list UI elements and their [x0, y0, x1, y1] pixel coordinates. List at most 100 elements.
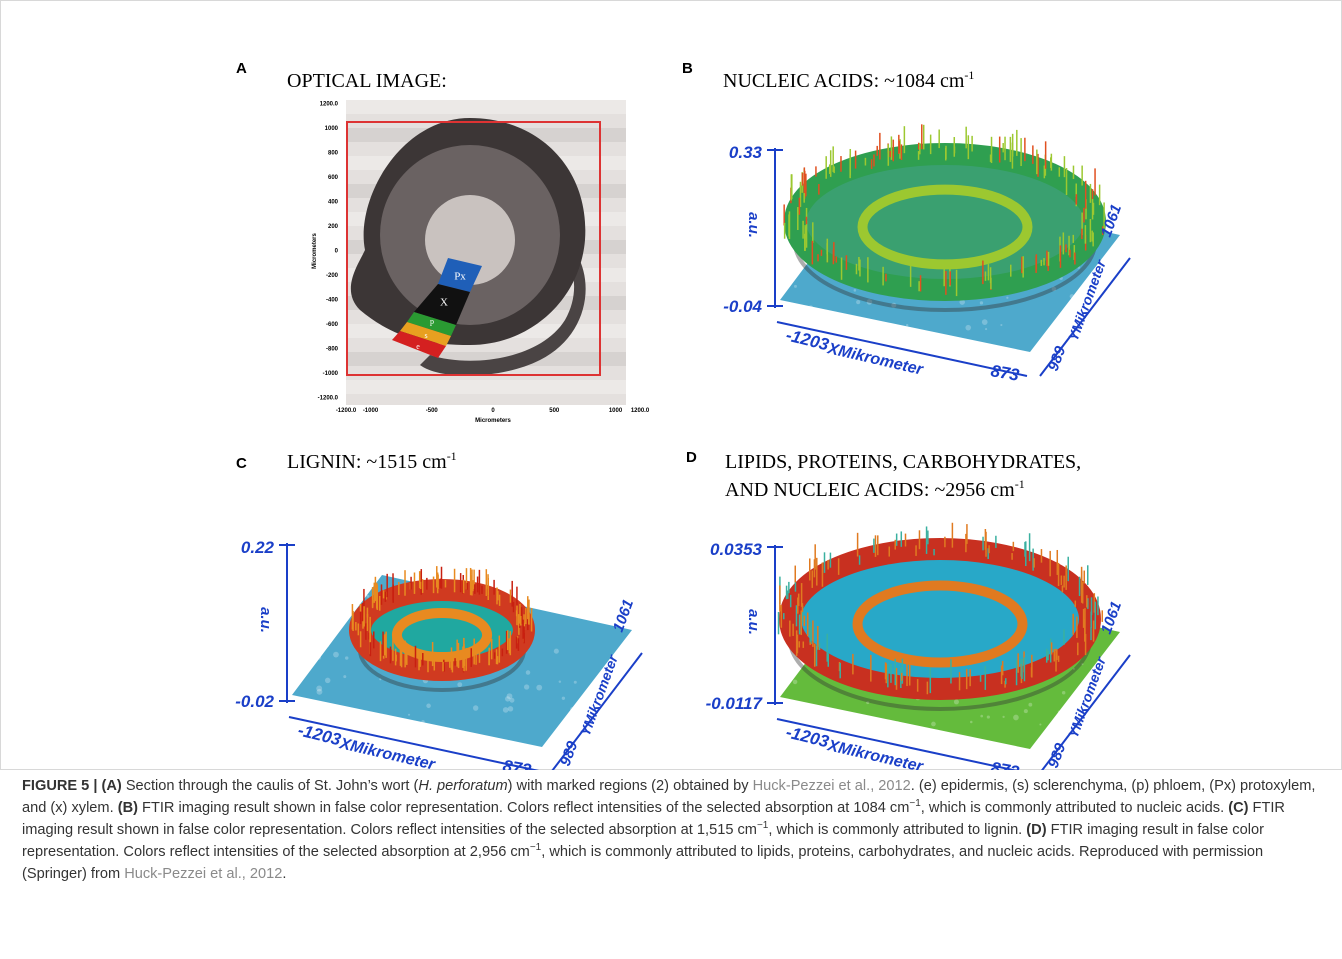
surface-texture [508, 706, 513, 711]
surface-texture [325, 678, 330, 683]
surface-texture [954, 699, 959, 704]
caption-text: −1 [909, 798, 920, 809]
caption-text: , which is commonly attributed to lignin… [768, 822, 1026, 838]
surface-texture [980, 715, 983, 718]
surface-texture [503, 707, 509, 713]
region-label: s [424, 331, 427, 340]
surface-texture [795, 710, 798, 713]
surface-texture [808, 305, 813, 310]
z-max-label: 0.33 [729, 143, 763, 162]
panel-title: LIPIDS, PROTEINS, CARBOHYDRATES, [725, 451, 1081, 473]
surface-texture [570, 707, 576, 713]
surface-texture [510, 698, 515, 703]
y-tick-label: 600 [328, 175, 339, 181]
surface-texture [1000, 324, 1002, 326]
surface-texture [1070, 294, 1075, 299]
caption-text: FIGURE 5 | (A) [22, 778, 122, 794]
surface-texture [931, 722, 936, 727]
optical-image: PxXpse [346, 100, 626, 405]
caption-link[interactable]: Huck-Pezzei et al., 2012 [124, 866, 282, 882]
surface-texture [554, 649, 559, 654]
surface-texture [505, 696, 510, 701]
x-tick-label: 0 [491, 408, 495, 414]
surface-texture [970, 721, 973, 724]
surface-texture [1091, 715, 1093, 717]
x-min-label: -1203 [784, 325, 831, 354]
surface-texture [827, 327, 830, 330]
x-axis-label: Micrometers [475, 418, 511, 424]
surface-texture [856, 300, 860, 304]
z-max-label: 0.22 [241, 538, 275, 557]
y-axis-label: Micrometers [312, 233, 318, 269]
ring-inner [858, 586, 1023, 663]
surface-texture [426, 704, 431, 709]
y-tick-label: -800 [326, 347, 339, 353]
surface-texture [886, 335, 892, 341]
x-tick-label: -1200.0 [336, 408, 357, 414]
surface-texture [1028, 703, 1032, 707]
surface-texture [333, 652, 339, 658]
panel-title: NUCLEIC ACIDS: ~1084 cm-1 [723, 68, 974, 92]
region-label: X [440, 297, 448, 309]
y-tick-label: -200 [326, 273, 339, 279]
caption-link[interactable]: Huck-Pezzei et al., 2012 [753, 778, 911, 794]
surface-texture [526, 670, 530, 674]
surface-texture [562, 697, 565, 700]
surface-texture [980, 301, 983, 304]
x-tick-label: -1000 [363, 408, 379, 414]
x-max-label: 873 [989, 361, 1021, 385]
surface-texture [854, 289, 857, 292]
y-tick-label: 800 [328, 151, 339, 157]
surface-texture [473, 705, 478, 710]
surface-texture [797, 720, 800, 723]
caption: FIGURE 5 | (A) Section through the cauli… [22, 775, 1327, 885]
title-text: LIGNIN: ~1515 cm [287, 451, 447, 473]
title-text: LIPIDS, PROTEINS, CARBOHYDRATES, [725, 451, 1081, 473]
caption-text: (C) [1228, 800, 1248, 816]
caption-text: FTIR imaging result shown in false color… [138, 800, 909, 816]
surface-texture [316, 686, 322, 692]
surface-texture [985, 328, 987, 330]
surface-texture [794, 285, 797, 288]
surface-texture [865, 322, 868, 325]
surface-texture [582, 595, 588, 601]
y-tick-label: 1200.0 [320, 102, 339, 108]
surface-texture [366, 595, 369, 598]
panel-title: OPTICAL IMAGE: [287, 70, 447, 92]
surface-texture [596, 614, 600, 618]
x-tick-label: 500 [549, 408, 560, 414]
title-superscript: -1 [447, 449, 457, 463]
title-text: AND NUCLEIC ACIDS: ~2956 cm [725, 479, 1015, 501]
surface-texture [345, 656, 348, 659]
surface-texture [863, 325, 867, 329]
panel-title: AND NUCLEIC ACIDS: ~2956 cm-1 [725, 477, 1025, 501]
surface-texture [457, 682, 462, 687]
surface-texture [858, 729, 864, 735]
caption-text: −1 [530, 842, 541, 853]
z-axis-label: a.u. [257, 607, 274, 633]
y-max-label: 1061 [1098, 599, 1125, 636]
caption-text: (D) [1026, 822, 1046, 838]
panel-letter: A [236, 60, 247, 77]
figure-frame [1, 1, 1342, 770]
y-tick-label: 0 [335, 249, 339, 255]
surface-texture [343, 675, 346, 678]
surface-texture [1057, 318, 1063, 324]
z-min-label: -0.02 [235, 692, 274, 711]
surface-texture [1024, 709, 1028, 713]
surface-texture [906, 324, 908, 326]
surface-texture [408, 714, 410, 716]
y-min-label: 989 [1045, 740, 1070, 770]
surface-texture [430, 727, 435, 732]
y-tick-label: -600 [326, 322, 339, 328]
x-tick-label: 1200.0 [631, 408, 650, 414]
surface-texture [421, 720, 424, 723]
region-label: p [430, 317, 434, 326]
y-tick-label: 400 [328, 200, 339, 206]
panel-title: LIGNIN: ~1515 cm-1 [287, 449, 457, 473]
surface-texture [1013, 715, 1019, 721]
surface-texture [1002, 716, 1004, 718]
surface-texture [325, 643, 329, 647]
